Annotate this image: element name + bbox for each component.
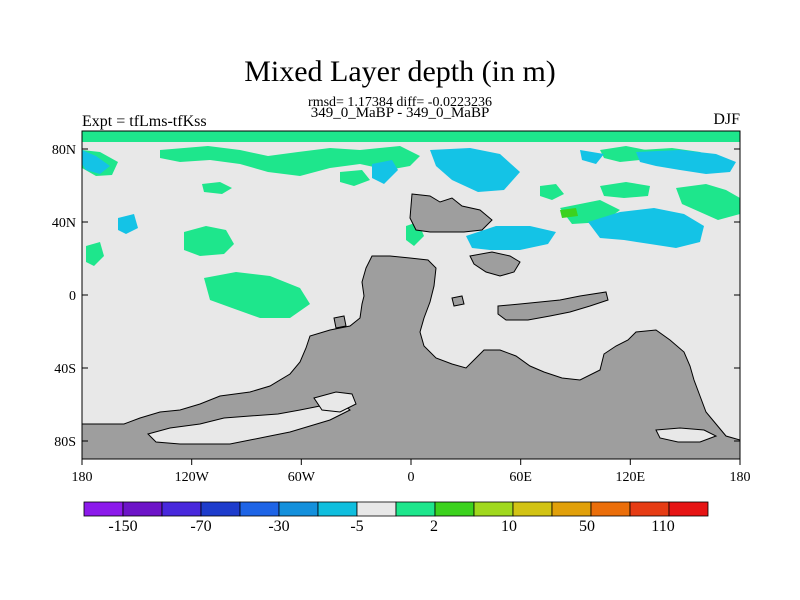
lat-label-80n: 80N (52, 143, 76, 158)
positive-anomaly-med (540, 184, 564, 200)
lat-label-40n: 40N (52, 216, 76, 231)
colorbar-box (122, 501, 163, 517)
lon-label-0: 0 (408, 470, 415, 485)
negative-anomaly-north-sea (372, 160, 398, 184)
colorbar-box (590, 501, 631, 517)
ocean-inner-basin (313, 391, 357, 413)
colorbar-box (161, 501, 202, 517)
positive-anomaly-west-pacific (86, 242, 104, 266)
negative-anomaly-north-pacific (82, 150, 110, 174)
colorbar-box (512, 501, 553, 517)
positive-anomaly-yellow-spot (560, 208, 578, 218)
positive-anomaly-siberia (600, 146, 646, 162)
plot-subtitle: 349_0_MaBP - 349_0_MaBP (310, 105, 490, 121)
lon-label-120w: 120W (175, 470, 210, 485)
positive-anomaly-central-asia (600, 182, 650, 198)
negative-anomaly-pacific-west (118, 214, 138, 234)
lon-label-180w: 180 (72, 470, 93, 485)
colorbar-box (551, 501, 592, 517)
positive-anomaly-north-atlantic (160, 146, 420, 176)
colorbar-label-10: 10 (501, 518, 517, 535)
positive-anomaly-arctic-band (82, 131, 740, 142)
colorbar-label-neg30: -30 (268, 518, 289, 535)
colorbar-box (629, 501, 670, 517)
colorbar-label-50: 50 (579, 518, 595, 535)
lat-label-40s: 40S (54, 362, 76, 377)
latitude-axis (82, 148, 740, 442)
land-north-pacific-island (409, 193, 493, 233)
longitude-axis (81, 459, 741, 465)
colorbar-box (395, 501, 436, 517)
lat-label-80s: 80S (54, 435, 76, 450)
colorbar (83, 501, 709, 517)
ocean-southern-embayment (147, 401, 351, 445)
positive-anomaly-mid-atlantic (202, 182, 232, 194)
negative-anomaly-kuroshio (588, 208, 704, 248)
negative-anomaly-arctic-east (636, 150, 736, 174)
lat-label-0: 0 (69, 289, 76, 304)
colorbar-box (473, 501, 514, 517)
season-label: DJF (713, 111, 740, 128)
land-eastern-peninsula (497, 291, 609, 321)
colorbar-box (434, 501, 475, 517)
lon-label-180e: 180 (730, 470, 751, 485)
land-layer (81, 193, 741, 460)
negative-anomaly-gulf-stream (466, 226, 556, 250)
colorbar-box (200, 501, 241, 517)
land-east-island (469, 251, 521, 277)
colorbar-box (239, 501, 280, 517)
colorbar-label-neg150: -150 (108, 518, 137, 535)
lon-label-60w: 60W (288, 470, 316, 485)
lon-label-60e: 60E (509, 470, 532, 485)
stats-line: rmsd= 1.17384 diff= -0.0223236 (308, 95, 492, 110)
colorbar-labels: -150 -70 -30 -5 2 10 50 110 (108, 518, 674, 535)
positive-anomaly-east-asia (676, 184, 740, 220)
colorbar-box (317, 501, 358, 517)
colorbar-label-110: 110 (651, 518, 674, 535)
ocean-east-inlet (655, 427, 718, 443)
positive-anomaly-tropical-atlantic (204, 272, 310, 318)
negative-anomaly-labrador (430, 148, 520, 192)
plot-title: Mixed Layer depth (in m) (244, 55, 556, 88)
colorbar-box (83, 501, 124, 517)
colorbar-box (668, 501, 709, 517)
land-southern-supercontinent (81, 255, 741, 460)
colorbar-box (278, 501, 319, 517)
colorbar-label-2: 2 (430, 518, 438, 535)
colorbar-label-neg5: -5 (350, 518, 363, 535)
positive-anomaly-central-pacific (184, 226, 234, 256)
negative-anomaly-siberian-sea (580, 150, 604, 164)
land-central-small (333, 315, 347, 329)
colorbar-label-neg70: -70 (190, 518, 211, 535)
colorbar-box (356, 501, 397, 517)
lon-label-120e: 120E (616, 470, 646, 485)
anomaly-layer (82, 131, 740, 434)
experiment-label: Expt = tfLms-tfKss (82, 113, 207, 130)
positive-anomaly-north-america (340, 170, 370, 186)
land-bermuda (451, 295, 465, 307)
